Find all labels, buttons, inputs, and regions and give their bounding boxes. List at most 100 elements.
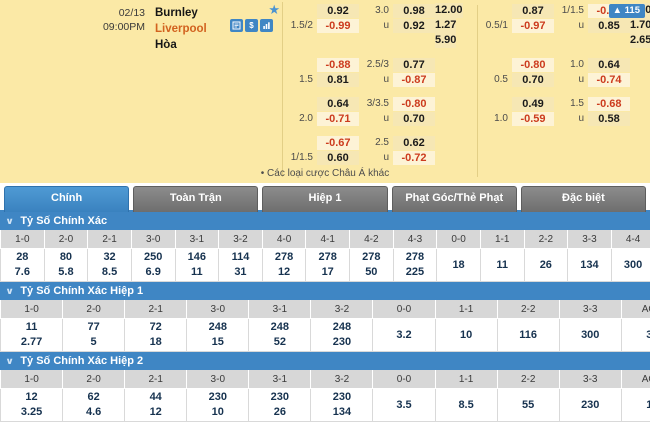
score-draw-odd: 15 — [646, 399, 650, 411]
score-section-title: Tỷ Số Chính Xác — [20, 215, 108, 227]
handicap-home-2[interactable]: 0.87 — [512, 3, 554, 18]
handicap-away-5[interactable]: -0.71 — [317, 111, 359, 126]
ou-over-5[interactable]: -0.80 — [393, 96, 435, 111]
away-team-name[interactable]: Liverpool — [155, 23, 207, 35]
score-cell-single[interactable]: 230 — [558, 388, 622, 422]
x12-away-1[interactable]: 5.90 — [435, 33, 457, 48]
score-cell-single[interactable]: 10 — [434, 318, 498, 352]
handicap-away-6[interactable]: -0.59 — [512, 111, 554, 126]
score-cell-pair[interactable]: 278 17 — [305, 248, 350, 282]
handicap-away-2[interactable]: -0.97 — [512, 18, 554, 33]
score-cell-single[interactable]: 11 — [479, 248, 525, 282]
score-cell-pair[interactable]: 230 10 — [186, 388, 250, 422]
score-cell-pair[interactable]: 250 6.9 — [130, 248, 176, 282]
score-cell-single[interactable]: 55 — [496, 388, 560, 422]
score-cell-single[interactable]: 300 — [558, 318, 622, 352]
handicap-away-4[interactable]: 0.70 — [512, 72, 554, 87]
x12-draw-1[interactable]: 1.27 — [435, 18, 457, 33]
score-cell-pair[interactable]: 230 134 — [310, 388, 374, 422]
score-cell-pair[interactable]: 80 5.8 — [43, 248, 89, 282]
handicap-home-3[interactable]: -0.88 — [317, 57, 359, 72]
score-cell-single[interactable]: 300 — [610, 248, 650, 282]
ou-under-6[interactable]: 0.58 — [588, 111, 630, 126]
odds-block-left: 0.92 3.0 0.98 12.00 1.5/2 -0.99 u 0.92 1… — [283, 3, 477, 183]
handicap-away-7[interactable]: 0.60 — [317, 150, 359, 165]
ou-under-5[interactable]: 0.70 — [393, 111, 435, 126]
x12-draw-2[interactable]: 1.70 — [630, 18, 650, 33]
score-cell-pair[interactable]: 278 225 — [392, 248, 438, 282]
score-column-header: 1-1 — [434, 370, 498, 389]
handicap-home-5[interactable]: 0.64 — [317, 96, 359, 111]
score-draw-odd: 11 — [496, 259, 508, 271]
score-section-header[interactable]: ∨ Tỷ Số Chính Xác Hiệp 2 — [0, 352, 650, 370]
tab-phat-goc-the-phat[interactable]: Phạt Góc/Thẻ Phạt — [391, 186, 517, 212]
score-cell-single[interactable]: 15 — [620, 388, 650, 422]
tab-hiep-1[interactable]: Hiệp 1 — [262, 186, 388, 212]
score-cell-pair[interactable]: 12 3.25 — [0, 388, 64, 422]
ou-under-3[interactable]: -0.87 — [393, 72, 435, 87]
ou-over-1[interactable]: 0.98 — [393, 3, 435, 18]
chart-icon[interactable] — [260, 19, 273, 32]
score-cell-single[interactable]: 32 — [620, 318, 650, 352]
x12-blank-3 — [435, 64, 477, 66]
score-cell-pair[interactable]: 62 4.6 — [62, 388, 126, 422]
score-cell-single[interactable]: 134 — [567, 248, 612, 282]
ou-over-6[interactable]: -0.68 — [588, 96, 630, 111]
handicap-home-7[interactable]: -0.67 — [317, 135, 359, 150]
tab-toan-tran[interactable]: Toàn Trận — [133, 186, 259, 212]
score-cell-single[interactable]: 3.5 — [372, 388, 436, 422]
score-cell-pair[interactable]: 248 230 — [310, 318, 374, 352]
ou-over-3[interactable]: 0.77 — [393, 57, 435, 72]
score-cell-pair[interactable]: 72 18 — [124, 318, 188, 352]
handicap-home-4[interactable]: -0.80 — [512, 57, 554, 72]
score-odds-row: 28 7.6 80 5.8 32 8.5 250 6.9 146 11 114 31 278 12 278 1… — [0, 248, 650, 282]
score-cell-pair[interactable]: 32 8.5 — [87, 248, 132, 282]
score-home-odd: 278 — [362, 251, 381, 263]
handicap-away-3[interactable]: 0.81 — [317, 72, 359, 87]
score-home-odd: 248 — [332, 321, 352, 333]
score-column-header: 3-3 — [558, 370, 622, 389]
score-section-header[interactable]: ∨ Tỷ Số Chính Xác — [0, 212, 650, 230]
handicap-home-1[interactable]: 0.92 — [317, 3, 359, 18]
handicap-away-1[interactable]: -0.99 — [317, 18, 359, 33]
score-odds-row: 12 3.25 62 4.6 44 12 230 10 230 26 230 134 3.5 8.5 55 2… — [0, 388, 650, 422]
score-away-odd: 26 — [273, 406, 286, 418]
ou-under-7[interactable]: -0.72 — [393, 150, 435, 165]
score-cell-pair[interactable]: 230 26 — [248, 388, 312, 422]
ou-under-1[interactable]: 0.92 — [393, 18, 435, 33]
x12-away-2[interactable]: 2.65 — [630, 33, 650, 48]
score-cell-single[interactable]: 116 — [496, 318, 560, 352]
score-home-odd: 11 — [25, 321, 38, 333]
blank-odd-2b — [588, 40, 630, 42]
home-team-name[interactable]: Burnley — [155, 7, 198, 19]
score-cell-single[interactable]: 3.2 — [372, 318, 436, 352]
score-cell-pair[interactable]: 28 7.6 — [0, 248, 45, 282]
x12-home-1[interactable]: 12.00 — [435, 3, 463, 18]
handicap-home-6[interactable]: 0.49 — [512, 96, 554, 111]
ou-over-4[interactable]: 0.64 — [588, 57, 630, 72]
score-section-header[interactable]: ∨ Tỷ Số Chính Xác Hiệp 1 — [0, 282, 650, 300]
other-asian-bets-link[interactable]: • Các loại cược Châu Á khác — [260, 168, 390, 179]
ou-over-7[interactable]: 0.62 — [393, 135, 435, 150]
score-cell-pair[interactable]: 44 12 — [124, 388, 188, 422]
stats-icon[interactable] — [230, 19, 243, 32]
score-cell-pair[interactable]: 77 5 — [62, 318, 126, 352]
score-cell-pair[interactable]: 248 52 — [248, 318, 312, 352]
score-cell-pair[interactable]: 114 31 — [218, 248, 263, 282]
score-cell-pair[interactable]: 11 2.77 — [0, 318, 64, 352]
live-count-badge[interactable]: ▲ 115 — [608, 4, 645, 18]
tab-chinh[interactable]: Chính — [4, 186, 130, 212]
score-cell-single[interactable]: 8.5 — [434, 388, 498, 422]
score-cell-pair[interactable]: 248 15 — [186, 318, 250, 352]
score-cell-pair[interactable]: 278 50 — [349, 248, 394, 282]
cashout-icon[interactable]: $ — [245, 19, 258, 32]
score-cell-single[interactable]: 18 — [436, 248, 481, 282]
ou-under-4[interactable]: -0.74 — [588, 72, 630, 87]
ou-line-6: 1.5 — [570, 98, 584, 109]
score-cell-single[interactable]: 26 — [523, 248, 569, 282]
star-icon[interactable]: ★ — [268, 2, 280, 17]
ou-under-2[interactable]: 0.85 — [588, 18, 630, 33]
score-cell-pair[interactable]: 146 11 — [174, 248, 220, 282]
score-cell-pair[interactable]: 278 12 — [261, 248, 307, 282]
tab-dac-biet[interactable]: Đặc biệt — [520, 186, 647, 212]
